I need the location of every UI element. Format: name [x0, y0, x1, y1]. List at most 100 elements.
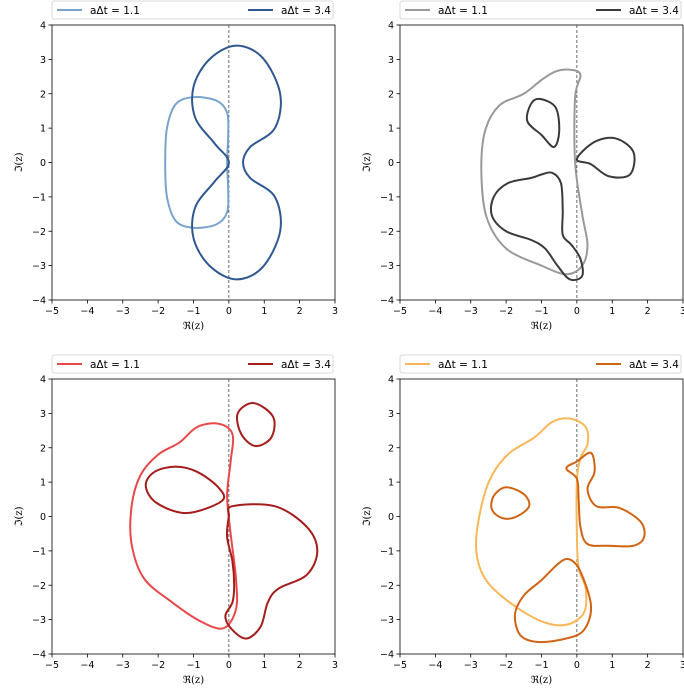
x-tick-label: 1 [609, 306, 615, 317]
y-tick-label: 2 [40, 89, 46, 100]
plot-area [475, 417, 646, 644]
y-tick-label: −3 [380, 261, 394, 272]
x-tick-label: −5 [45, 660, 59, 671]
x-tick-label: 0 [574, 660, 580, 671]
x-tick-label: 2 [297, 660, 303, 671]
y-tick-label: 2 [388, 443, 394, 454]
x-tick-label: 2 [645, 306, 651, 317]
y-tick-label: −1 [32, 192, 46, 203]
series-2-curve-2 [565, 451, 646, 548]
y-tick-label: 3 [40, 409, 46, 420]
legend-box [51, 0, 334, 20]
y-tick-label: −1 [32, 546, 46, 557]
y-tick-label: −3 [380, 615, 394, 626]
legend-label-1: aΔt = 1.1 [90, 5, 140, 17]
y-tick-label: 0 [388, 158, 394, 169]
x-tick-label: −3 [116, 660, 130, 671]
legend-label-2: aΔt = 3.4 [281, 5, 331, 17]
x-tick-label: 0 [226, 306, 232, 317]
legend-label-2: aΔt = 3.4 [281, 359, 331, 371]
y-tick-label: −1 [380, 192, 394, 203]
x-tick-label: 3 [680, 306, 684, 317]
x-tick-label: −4 [428, 660, 442, 671]
x-tick-label: −1 [186, 306, 200, 317]
legend-box [51, 354, 334, 374]
y-tick-label: 0 [388, 512, 394, 523]
series-2-curve-3 [489, 171, 584, 282]
x-tick-label: −3 [464, 306, 478, 317]
x-tick-label: −2 [499, 306, 513, 317]
y-tick-label: 1 [40, 124, 46, 135]
legend-box [399, 0, 682, 20]
y-tick-label: 0 [40, 512, 46, 523]
x-tick-label: −4 [80, 306, 94, 317]
y-axis-label: ℑ(z) [14, 506, 25, 526]
y-axis-label: ℑ(z) [362, 506, 373, 526]
y-tick-label: −2 [380, 581, 394, 592]
x-tick-label: 1 [261, 660, 267, 671]
y-tick-label: −4 [32, 296, 46, 307]
y-tick-label: 4 [388, 21, 394, 32]
legend-label-1: aΔt = 1.1 [438, 5, 488, 17]
y-tick-label: 2 [388, 89, 394, 100]
plot-frame [399, 378, 684, 655]
y-tick-label: 1 [388, 478, 394, 489]
x-tick-label: −4 [428, 306, 442, 317]
y-tick-label: 3 [388, 55, 394, 66]
x-tick-label: 2 [645, 660, 651, 671]
series-1-curve-1 [164, 96, 230, 229]
x-tick-label: 2 [297, 306, 303, 317]
x-tick-label: 3 [680, 660, 684, 671]
y-tick-label: −3 [32, 615, 46, 626]
x-tick-label: −3 [464, 660, 478, 671]
legend-label-2: aΔt = 3.4 [629, 5, 679, 17]
legend-label-1: aΔt = 1.1 [438, 359, 488, 371]
y-tick-label: 1 [388, 124, 394, 135]
y-tick-label: −2 [380, 227, 394, 238]
x-tick-label: 3 [332, 306, 338, 317]
legend: aΔt = 1.1 aΔt = 3.4 [399, 354, 682, 374]
y-tick-label: −1 [380, 546, 394, 557]
series-2-curve-1 [490, 486, 531, 520]
y-tick-label: 2 [40, 443, 46, 454]
series-2-curve-2 [575, 136, 636, 179]
series-1-curve-1 [480, 68, 589, 276]
x-tick-label: −2 [151, 660, 165, 671]
series-2-curve-1 [525, 97, 561, 149]
series-1-curve-1 [129, 422, 239, 630]
x-tick-label: 0 [574, 306, 580, 317]
series-2-curve-3 [513, 557, 593, 644]
x-tick-label: 1 [609, 660, 615, 671]
legend-label-2: aΔt = 3.4 [629, 359, 679, 371]
legend-box [399, 354, 682, 374]
y-tick-label: 0 [40, 158, 46, 169]
legend: aΔt = 1.1 aΔt = 3.4 [51, 354, 334, 374]
x-axis-label: ℜ(z) [183, 321, 204, 332]
series-2-curve-3 [224, 503, 319, 640]
legend: aΔt = 1.1 aΔt = 3.4 [399, 0, 682, 20]
x-axis-label: ℜ(z) [183, 675, 204, 686]
x-tick-label: −5 [393, 306, 407, 317]
y-tick-label: −2 [32, 581, 46, 592]
plot-frame [51, 24, 336, 301]
y-tick-label: 1 [40, 478, 46, 489]
legend: aΔt = 1.1 aΔt = 3.4 [51, 0, 334, 20]
y-tick-label: −2 [32, 227, 46, 238]
x-tick-label: −3 [116, 306, 130, 317]
y-tick-label: −4 [380, 296, 394, 307]
x-tick-label: 0 [226, 660, 232, 671]
y-tick-label: −4 [32, 650, 46, 661]
x-tick-label: −2 [151, 306, 165, 317]
y-tick-label: 3 [388, 409, 394, 420]
x-tick-label: −4 [80, 660, 94, 671]
series-2-curve-1 [235, 402, 276, 448]
series-1-curve-1 [475, 417, 590, 627]
plot-area [164, 44, 282, 281]
series-2-curve-2 [144, 465, 226, 515]
x-tick-label: 3 [332, 660, 338, 671]
x-tick-label: −5 [393, 660, 407, 671]
